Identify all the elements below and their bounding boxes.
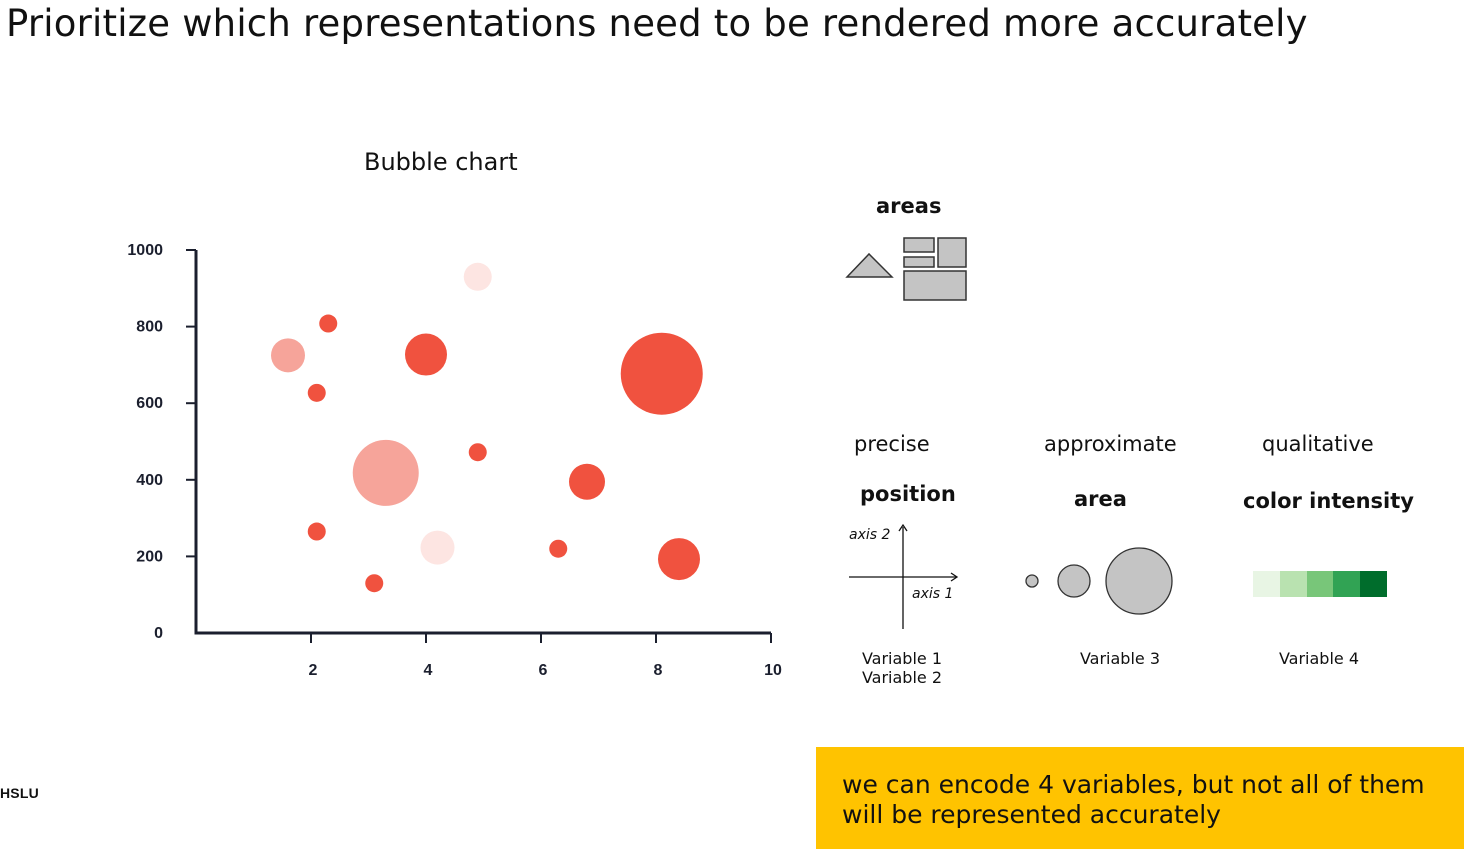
color-intensity-scale (1253, 571, 1387, 597)
color-swatch-1 (1253, 571, 1280, 597)
chart-axes: 0 200 400 600 800 1000 2 4 6 8 10 (127, 242, 782, 679)
x-tick-label-6: 6 (539, 662, 548, 679)
color-swatch-5 (1360, 571, 1387, 597)
bubble-point-6 (620, 332, 703, 415)
bubble-point-2 (319, 314, 338, 333)
area-circles-icon (1025, 547, 1173, 615)
axis1-label: axis 1 (912, 586, 953, 602)
color-swatch-2 (1279, 571, 1307, 597)
bubble-point-13 (658, 538, 700, 581)
encoding-area: area (1074, 487, 1127, 511)
bubble-chart: 0 200 400 600 800 1000 2 4 6 8 10 (127, 242, 782, 679)
bubble-point-1 (271, 338, 305, 373)
axis2-label: axis 2 (849, 527, 890, 543)
rect-shape-wide (903, 270, 967, 301)
slide-title: Prioritize which representations need to… (6, 2, 1308, 45)
circle-large (1105, 547, 1173, 615)
bubble-point-9 (569, 463, 605, 500)
y-tick-label-0: 0 (154, 625, 163, 642)
bubble-point-7 (352, 439, 419, 506)
variable-2-label: Variable 2 (861, 668, 943, 687)
x-tick-label-8: 8 (654, 662, 663, 679)
y-tick-label-800: 800 (136, 319, 163, 336)
variable-3-label: Variable 3 (1079, 649, 1161, 668)
bubble-point-14 (365, 574, 384, 593)
variable-1-label: Variable 1 (861, 649, 943, 668)
variables-qualitative: Variable 4 (1269, 649, 1369, 668)
color-swatch-4 (1333, 571, 1361, 597)
color-swatch-3 (1306, 571, 1334, 597)
rect-shape-small-top (903, 237, 935, 253)
hslu-logo: HSLU (0, 785, 39, 801)
bubble-point-11 (420, 530, 455, 565)
variables-approximate: Variable 3 (1070, 649, 1170, 668)
bubble-point-12 (549, 539, 568, 558)
encoding-color-intensity: color intensity (1243, 489, 1414, 513)
variables-precise: Variable 1 Variable 2 (852, 649, 952, 687)
bubble-layer (271, 262, 703, 593)
callout-line-2: will be represented accurately (842, 800, 1221, 829)
y-tick-label-400: 400 (136, 472, 163, 489)
areas-shapes-icon (845, 237, 967, 301)
y-tick-label-600: 600 (136, 395, 163, 412)
category-qualitative: qualitative (1262, 432, 1374, 456)
rect-shape-small-bottom (903, 256, 935, 268)
bubble-point-4 (405, 333, 447, 376)
bubble-point-3 (307, 383, 326, 402)
bubble-point-5 (463, 262, 492, 291)
circle-small (1025, 574, 1039, 588)
chart-title: Bubble chart (364, 148, 518, 176)
triangle-shape (845, 252, 894, 278)
x-tick-label-2: 2 (309, 662, 318, 679)
circle-medium (1057, 564, 1091, 598)
position-axes-icon: axis 2 axis 1 (849, 523, 959, 629)
bubble-point-8 (468, 443, 487, 462)
category-precise: precise (854, 432, 930, 456)
encoding-position: position (860, 482, 956, 506)
rect-shape-square (937, 237, 967, 268)
callout-text: we can encode 4 variables, but not all o… (842, 770, 1425, 830)
bubble-point-10 (307, 522, 326, 541)
x-tick-label-10: 10 (764, 662, 782, 679)
y-tick-label-1000: 1000 (127, 242, 163, 259)
callout-box (816, 747, 1464, 849)
category-approximate: approximate (1044, 432, 1177, 456)
x-tick-label-4: 4 (424, 662, 433, 679)
y-tick-label-200: 200 (136, 548, 163, 565)
variable-4-label: Variable 4 (1278, 649, 1360, 668)
callout-line-1: we can encode 4 variables, but not all o… (842, 770, 1425, 799)
areas-label: areas (876, 194, 942, 218)
